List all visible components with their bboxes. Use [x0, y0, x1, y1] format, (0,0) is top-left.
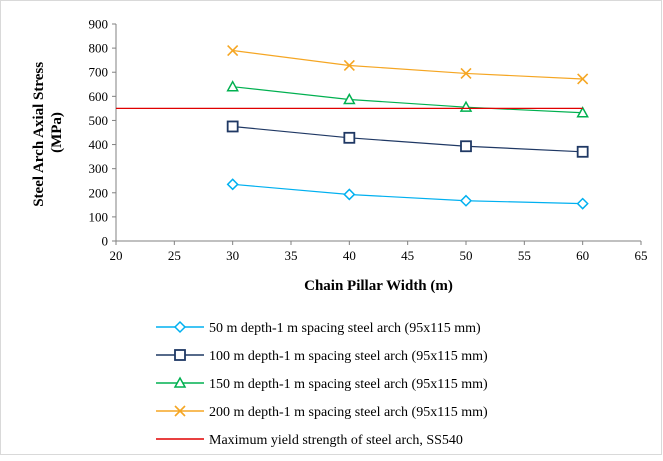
x-tick-label: 20	[110, 248, 123, 263]
legend-item-1: 50 m depth-1 m spacing steel arch (95x11…	[156, 320, 481, 336]
marker-stroke	[227, 44, 239, 57]
series-2	[226, 120, 589, 158]
legend-label: 150 m depth-1 m spacing steel arch (95x1…	[209, 377, 488, 392]
y-tick-label: 500	[89, 113, 109, 128]
x-tick-label: 35	[285, 248, 298, 263]
legend-item-2: 100 m depth-1 m spacing steel arch (95x1…	[156, 349, 488, 364]
x-tick-label: 40	[343, 248, 356, 263]
data-point	[343, 59, 355, 72]
series-4	[227, 44, 589, 85]
series-3	[226, 80, 589, 118]
data-point	[227, 44, 239, 57]
x-tick-label: 45	[401, 248, 414, 263]
data-point	[576, 145, 589, 158]
data-point	[576, 197, 589, 210]
y-tick-label: 700	[89, 65, 109, 80]
legend-label: 100 m depth-1 m spacing steel arch (95x1…	[209, 349, 488, 364]
legend: 50 m depth-1 m spacing steel arch (95x11…	[156, 320, 488, 448]
y-tick-label: 100	[89, 209, 109, 224]
x-tick-label: 65	[635, 248, 648, 263]
marker-stroke	[174, 405, 186, 417]
x-tick-label: 30	[226, 248, 239, 263]
marker-stroke	[460, 67, 472, 79]
data-point	[226, 80, 239, 92]
legend-item-5: Maximum yield strength of steel arch, SS…	[156, 433, 463, 448]
data-point	[226, 178, 239, 191]
marker-stroke	[343, 59, 355, 72]
x-tick-label: 25	[168, 248, 181, 263]
y-tick-label: 900	[89, 17, 109, 32]
x-tick-label: 55	[518, 248, 531, 263]
series-1	[226, 178, 589, 210]
y-tick-label: 0	[102, 234, 109, 249]
y-axis-title-line-1: Steel Arch Axial Stress	[31, 62, 47, 207]
legend-label: Maximum yield strength of steel arch, SS…	[209, 433, 463, 448]
legend-marker	[174, 349, 186, 361]
x-tick-label: 50	[460, 248, 473, 263]
y-tick-label: 600	[89, 89, 109, 104]
series-line	[232, 86, 583, 114]
series-line	[232, 125, 583, 153]
x-axis-title: Chain Pillar Width (m)	[304, 278, 453, 294]
y-axis-title: Steel Arch Axial Stress (MPa)	[31, 58, 65, 207]
data-point	[460, 140, 472, 153]
legend-label: 200 m depth-1 m spacing steel arch (95x1…	[209, 405, 488, 420]
legend-marker	[173, 376, 187, 388]
data-point	[577, 73, 589, 85]
legend-label: 50 m depth-1 m spacing steel arch (95x11…	[209, 321, 481, 336]
series-line	[232, 183, 583, 205]
data-point	[343, 92, 356, 105]
legend-item-4: 200 m depth-1 m spacing steel arch (95x1…	[156, 405, 488, 420]
data-point	[343, 131, 356, 144]
series-line	[232, 49, 583, 80]
y-tick-label: 300	[89, 161, 109, 176]
legend-item-3: 150 m depth-1 m spacing steel arch (95x1…	[156, 376, 488, 392]
data-point	[343, 188, 356, 201]
plot-area	[116, 44, 589, 210]
x-tick-label: 60	[576, 248, 589, 263]
data-point	[459, 194, 473, 207]
data-point	[460, 67, 472, 79]
data-point	[576, 106, 589, 118]
y-tick-label: 800	[89, 41, 109, 56]
marker-stroke	[577, 73, 589, 85]
y-tick-label: 200	[89, 185, 109, 200]
legend-marker	[174, 405, 186, 417]
legend-marker	[173, 320, 187, 334]
data-point	[226, 120, 239, 133]
axes: 0 100 200 300 400 500 600 700 800 900 20 25 30 35 40 45…	[89, 17, 648, 264]
y-axis-title-line-2: (MPa)	[49, 112, 65, 153]
y-tick-label: 400	[89, 137, 109, 152]
